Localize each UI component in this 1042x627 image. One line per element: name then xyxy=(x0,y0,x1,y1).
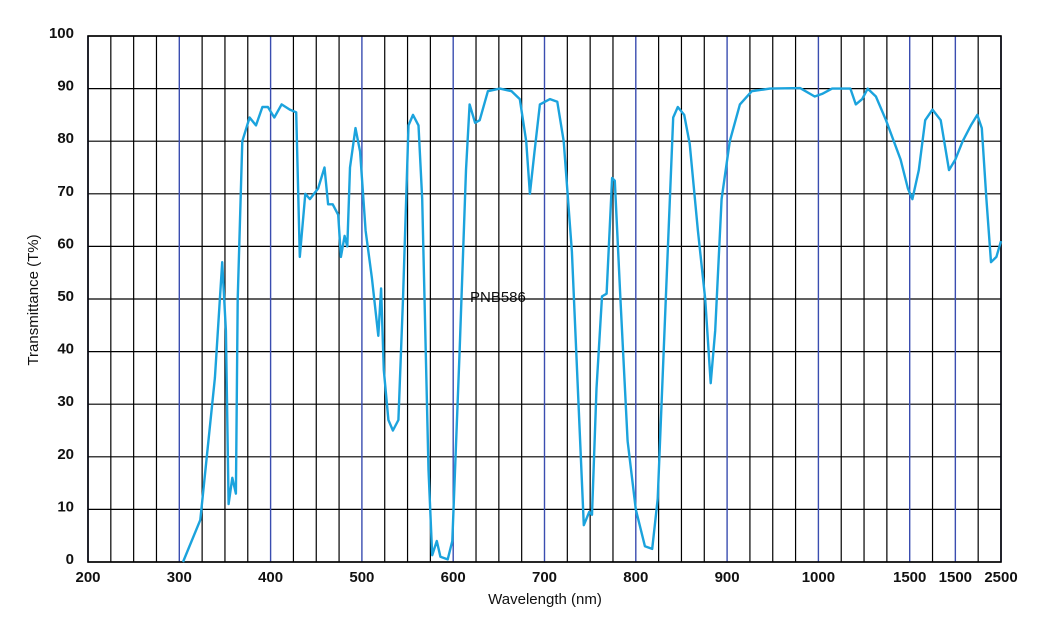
y-tick-label: 20 xyxy=(57,446,74,463)
x-tick-label: 200 xyxy=(75,569,100,586)
x-tick-label: 1000 xyxy=(802,569,835,586)
y-tick-label: 100 xyxy=(49,25,74,42)
x-tick-label: 300 xyxy=(167,569,192,586)
x-tick-label: 2500 xyxy=(984,569,1017,586)
x-tick-label: 900 xyxy=(715,569,740,586)
x-tick-label: 1500 xyxy=(893,569,926,586)
plot-frame xyxy=(87,35,1002,563)
x-tick-label: 500 xyxy=(349,569,374,586)
x-tick-label: 1500 xyxy=(939,569,972,586)
x-tick-label: 800 xyxy=(623,569,648,586)
y-tick-label: 50 xyxy=(57,288,74,305)
annotation: PNB586 xyxy=(470,289,526,306)
x-tick-label: 700 xyxy=(532,569,557,586)
y-tick-label: 10 xyxy=(57,498,74,515)
y-tick-label: 30 xyxy=(57,393,74,410)
spectrum-line xyxy=(181,86,1003,563)
y-tick-label: 0 xyxy=(66,551,74,568)
y-tick-label: 80 xyxy=(57,130,74,147)
x-tick-label: 400 xyxy=(258,569,283,586)
y-axis-label: Transmittance (T%) xyxy=(25,234,42,365)
x-axis-label: Wavelength (nm) xyxy=(488,591,602,608)
y-tick-label: 90 xyxy=(57,78,74,95)
x-tick-label: 600 xyxy=(441,569,466,586)
y-tick-label: 70 xyxy=(57,183,74,200)
y-tick-label: 60 xyxy=(57,235,74,252)
y-tick-label: 40 xyxy=(57,341,74,358)
